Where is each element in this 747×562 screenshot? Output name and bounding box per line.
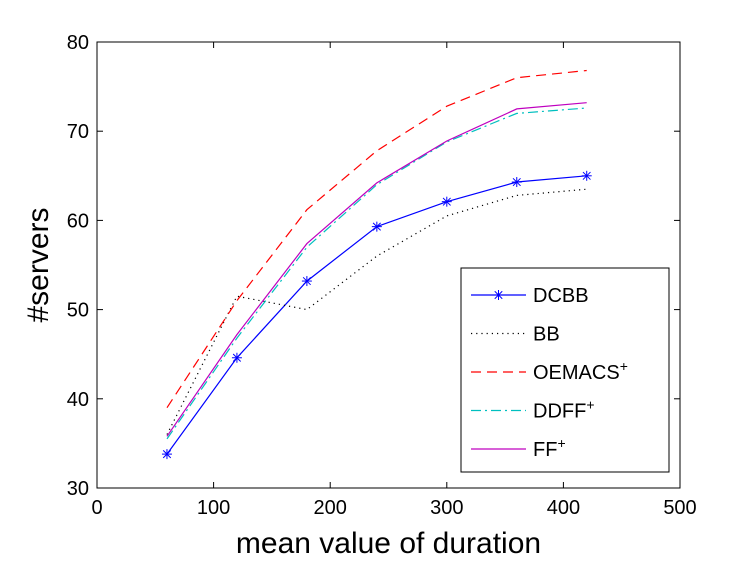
plot-area-frame	[96, 41, 681, 489]
series-line-ff	[166, 102, 587, 437]
y-tick-label: 70	[67, 121, 89, 143]
data-point-dcbb	[231, 352, 242, 363]
legend-box	[460, 267, 670, 473]
legend-label: DCBB	[533, 285, 589, 307]
axis-ticks: 0 100 200 300 400 500 30 40 50 60 70 80	[67, 32, 697, 519]
legend: DCBB BB OEMACS+ DDFF+ FF+	[460, 267, 670, 473]
data-point-dcbb	[161, 449, 172, 460]
x-tick-label: 400	[547, 497, 580, 519]
y-tick-label: 50	[67, 300, 89, 322]
y-tick-label: 40	[67, 389, 89, 411]
series-layer	[161, 69, 592, 460]
legend-label: BB	[533, 324, 560, 346]
data-point-dcbb	[581, 170, 592, 181]
data-point-dcbb	[301, 276, 312, 287]
x-tick-label: 500	[663, 497, 696, 519]
legend-item-bb: BB	[471, 324, 560, 346]
x-tick-label: 0	[91, 497, 102, 519]
y-tick-label: 30	[67, 478, 89, 500]
legend-label: FF+	[533, 435, 566, 461]
x-tick-label: 100	[197, 497, 230, 519]
data-point-dcbb	[371, 221, 382, 232]
data-point-dcbb	[441, 196, 452, 207]
legend-item-ff: FF+	[471, 435, 566, 461]
legend-item-ddff: DDFF+	[471, 397, 595, 423]
y-tick-label: 60	[67, 210, 89, 232]
x-axis-title: mean value of duration	[236, 527, 541, 560]
y-tick-label: 80	[67, 32, 89, 54]
legend-label: DDFF+	[533, 397, 595, 423]
series-line-ddff	[166, 107, 587, 440]
y-axis-title: #servers	[22, 207, 55, 322]
legend-item-dcbb: DCBB	[471, 285, 589, 307]
legend-marker	[493, 290, 504, 300]
x-tick-label: 200	[314, 497, 347, 519]
legend-item-oemacs: OEMACS+	[471, 358, 628, 384]
x-tick-label: 300	[430, 497, 463, 519]
data-point-dcbb	[511, 177, 522, 188]
legend-label: OEMACS+	[533, 358, 628, 384]
